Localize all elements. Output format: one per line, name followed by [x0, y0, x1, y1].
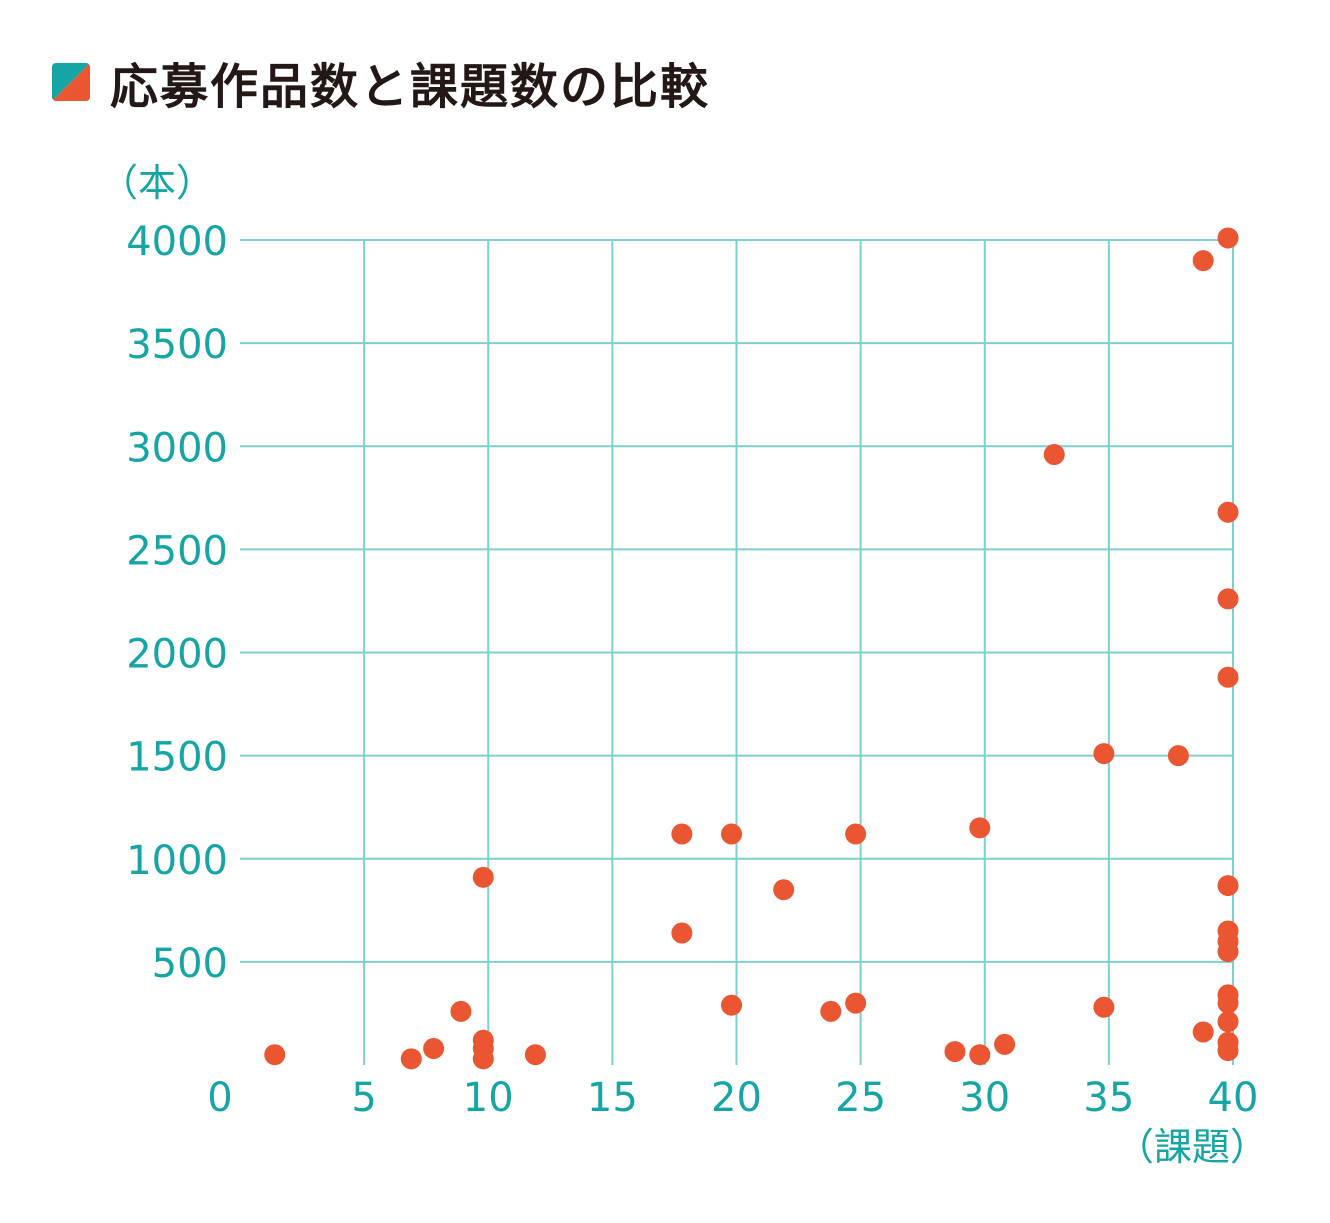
chart-title: 応募作品数と課題数の比較 — [110, 59, 711, 115]
y-tick-label: 3000 — [126, 425, 228, 471]
data-point — [1043, 444, 1065, 465]
x-axis-label: （課題） — [1116, 1125, 1268, 1169]
x-tick-label: 30 — [959, 1075, 1010, 1121]
data-point — [400, 1048, 422, 1070]
y-tick-label: 4000 — [126, 219, 228, 265]
data-point — [773, 879, 795, 901]
data-point — [1217, 1040, 1239, 1062]
data-point — [845, 823, 867, 845]
data-point — [1217, 588, 1239, 610]
y-tick-label: 2500 — [126, 528, 228, 574]
data-point — [1217, 992, 1239, 1014]
data-point — [1093, 743, 1115, 765]
x-tick-label: 25 — [835, 1075, 886, 1121]
data-point — [1217, 227, 1239, 249]
data-point — [721, 994, 743, 1016]
data-point — [1217, 501, 1239, 523]
y-tick-label: 1000 — [126, 838, 228, 884]
diagonal-split-square-icon — [52, 63, 90, 101]
data-point — [1192, 1021, 1214, 1043]
y-tick-label: 2000 — [126, 632, 228, 678]
x-tick-label: 10 — [463, 1075, 514, 1121]
data-point — [423, 1038, 445, 1059]
data-point — [944, 1041, 966, 1063]
x-tick-label: 15 — [587, 1075, 638, 1121]
data-point — [721, 823, 743, 845]
data-point — [671, 922, 693, 944]
chart-title-block: 応募作品数と課題数の比較 — [52, 52, 710, 115]
x-tick-label: 0 — [207, 1075, 232, 1121]
data-point — [1093, 996, 1115, 1018]
data-point — [994, 1033, 1016, 1055]
data-point — [1217, 941, 1239, 963]
data-point — [969, 817, 991, 839]
data-point — [845, 992, 867, 1014]
data-point — [969, 1044, 991, 1066]
data-point — [1217, 666, 1239, 688]
data-point — [524, 1044, 546, 1066]
data-point — [472, 1048, 494, 1070]
data-point — [264, 1044, 286, 1066]
data-point — [1167, 745, 1189, 767]
data-point — [450, 1000, 472, 1022]
data-point — [1217, 1011, 1239, 1033]
x-tick-label: 40 — [1208, 1075, 1259, 1121]
data-point — [671, 823, 693, 845]
data-point — [1217, 875, 1239, 897]
y-tick-label: 3500 — [126, 322, 228, 368]
x-tick-label: 35 — [1083, 1075, 1134, 1121]
y-tick-label: 500 — [152, 941, 228, 987]
data-point — [820, 1000, 842, 1022]
data-point — [1192, 250, 1214, 272]
y-tick-label: 1500 — [126, 735, 228, 781]
data-point — [472, 866, 494, 888]
x-tick-label: 5 — [351, 1075, 376, 1121]
y-axis-label: （本） — [100, 161, 214, 205]
x-tick-label: 20 — [711, 1075, 762, 1121]
